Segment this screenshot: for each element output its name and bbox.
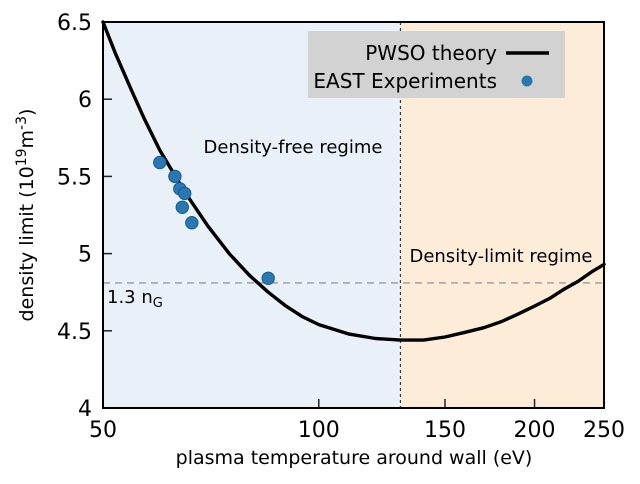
greenwald-fraction-text: 1.3 n (107, 287, 153, 308)
y-tick-label: 5 (78, 243, 92, 268)
east-data-point (178, 186, 192, 201)
y-tick-label: 6.5 (57, 11, 92, 36)
x-tick-label: 50 (89, 418, 117, 443)
greenwald-fraction-label: 1.3 nG (107, 287, 163, 311)
y-tick-label: 4.5 (57, 320, 92, 345)
y-tick-label: 5.5 (57, 165, 92, 190)
y-label-prefix: density limit (10 (16, 166, 38, 321)
x-tick-label: 150 (424, 418, 466, 443)
y-label-mid: m (16, 130, 38, 149)
density-free-regime-label: Density-free regime (204, 137, 383, 158)
reference-dashed-lines (103, 22, 604, 408)
y-axis-label: density limit (1019m-3) (14, 109, 38, 322)
axis-tick-labels: 50 100 150 200 250 4 4.5 5 5.5 6 6.5 (57, 11, 625, 443)
y-label-superscript2: -3 (14, 116, 30, 130)
east-data-point (153, 155, 167, 170)
greenwald-fraction-subscript: G (153, 296, 163, 311)
y-tick-label: 4 (78, 397, 92, 422)
y-label-suffix: ) (16, 109, 38, 116)
x-tick-label: 200 (514, 418, 556, 443)
x-tick-label: 100 (298, 418, 340, 443)
density-limit-regime-label: Density-limit regime (409, 246, 592, 267)
east-data-point (168, 169, 182, 184)
legend-box (308, 31, 565, 98)
y-tick-label: 6 (78, 88, 92, 113)
legend: PWSO theory EAST Experiments (308, 31, 565, 98)
plot-border (102, 21, 605, 409)
east-data-point (185, 216, 199, 230)
east-data-point (175, 200, 190, 215)
east-data-point (261, 271, 275, 285)
legend-dot-marker (521, 75, 533, 87)
legend-label-theory: PWSO theory (365, 41, 497, 65)
x-tick-label: 250 (583, 418, 625, 443)
experiment-points (153, 155, 275, 285)
legend-label-experiments: EAST Experiments (313, 69, 497, 93)
y-label-superscript: 19 (14, 148, 30, 166)
x-axis-label: plasma temperature around wall (eV) (176, 447, 533, 469)
